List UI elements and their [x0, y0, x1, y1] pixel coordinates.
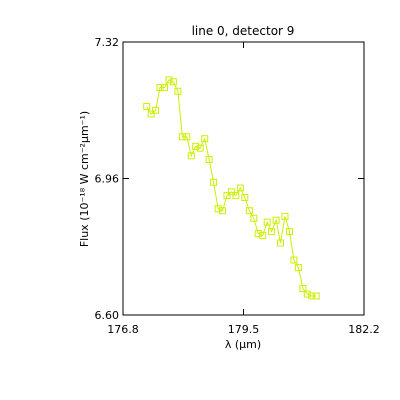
data-point-marker [241, 194, 249, 201]
x-axis-label: λ (μm) [225, 338, 261, 351]
data-point-marker [223, 192, 231, 200]
data-point-marker [299, 285, 307, 292]
data-point-marker [183, 133, 191, 141]
data-point-marker [214, 205, 222, 213]
data-point-marker [245, 207, 253, 215]
data-point-marker [174, 87, 182, 95]
data-point-marker [187, 152, 195, 160]
data-point-marker [294, 264, 302, 272]
chart-title: line 0, detector 9 [192, 24, 295, 38]
x-tick-label: 182.2 [348, 323, 380, 336]
data-point-marker [268, 228, 276, 236]
data-point-marker [210, 178, 218, 186]
data-point-marker [259, 231, 267, 239]
data-point-marker [156, 84, 164, 91]
data-point-marker [196, 144, 204, 152]
data-point-marker [286, 228, 293, 236]
data-point-marker [232, 192, 240, 200]
data-point-marker [201, 135, 209, 143]
data-point-marker [308, 292, 316, 300]
x-tick-label: 176.8 [107, 323, 139, 336]
y-axis-label: Flux (10⁻¹⁸ W cm⁻²μm⁻¹) [78, 111, 91, 247]
data-series [143, 76, 320, 300]
data-point-marker [263, 218, 271, 226]
data-point-marker [152, 106, 160, 114]
data-point-marker [236, 184, 244, 192]
data-point-marker [205, 156, 213, 163]
data-point-marker [192, 142, 200, 150]
data-point-marker [250, 214, 258, 222]
data-point-marker [254, 230, 262, 237]
data-point-marker [281, 212, 289, 220]
data-point-marker [272, 216, 280, 224]
data-point-marker [147, 110, 155, 118]
data-point-marker [219, 207, 226, 215]
data-point-marker [303, 290, 311, 298]
data-point-marker [178, 133, 186, 141]
series-line [146, 79, 317, 297]
plot-frame [122, 41, 365, 316]
x-tick-label: 179.5 [228, 323, 260, 336]
data-point-marker [169, 78, 177, 86]
y-tick-label: 6.60 [95, 309, 120, 322]
data-point-marker [165, 76, 173, 84]
data-point-marker [227, 188, 235, 196]
y-tick-label: 6.96 [95, 173, 120, 186]
y-tick-label: 7.32 [95, 36, 120, 49]
axis-ticks: 176.8 179.5 182.2 6.60 6.96 7.32 [95, 36, 380, 336]
data-point-marker [277, 239, 284, 247]
data-point-marker [312, 292, 320, 300]
data-point-marker [143, 103, 151, 110]
data-point-marker [161, 84, 168, 91]
data-point-marker [290, 256, 298, 264]
